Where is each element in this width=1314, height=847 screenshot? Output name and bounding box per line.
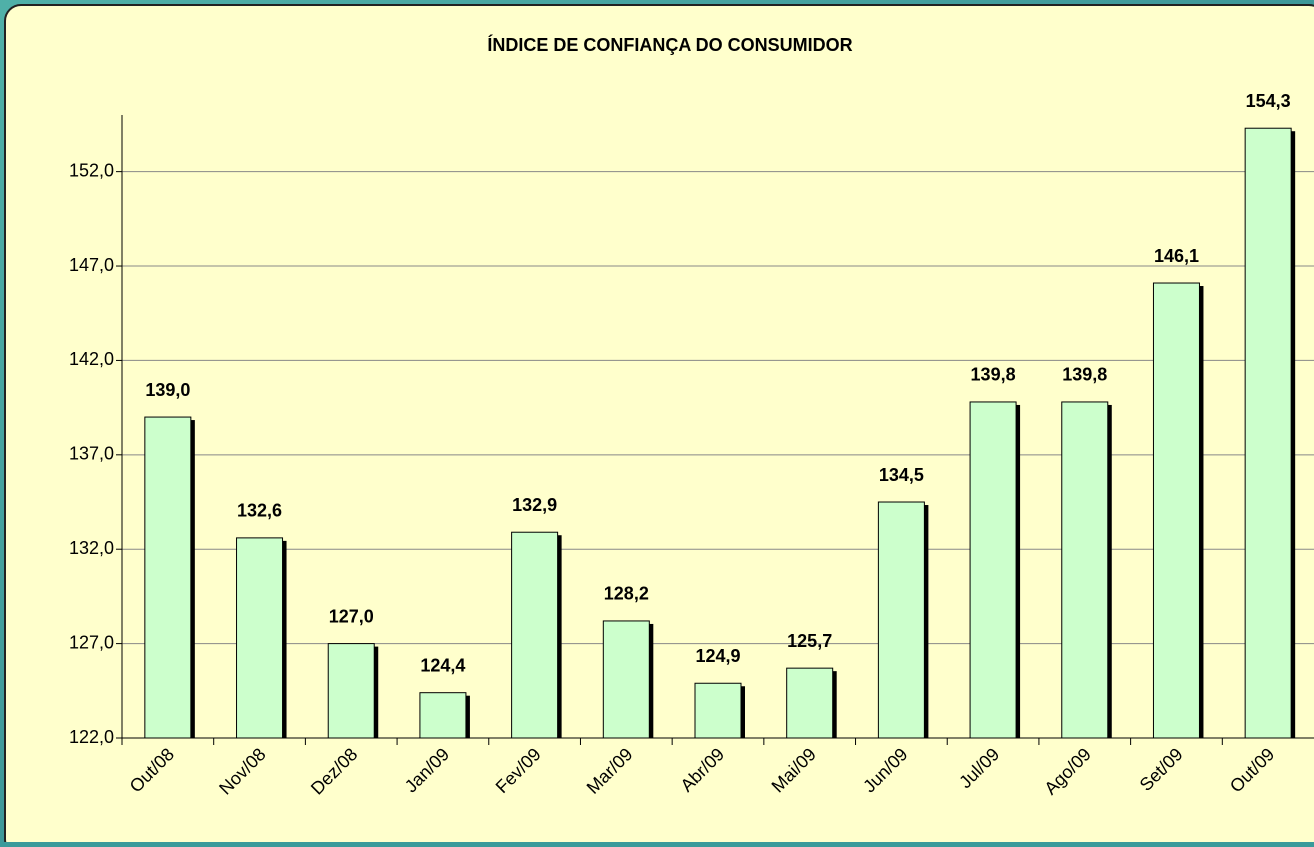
value-label: 124,9 <box>695 646 740 666</box>
bar <box>1244 127 1292 739</box>
bar <box>602 620 650 739</box>
value-label: 132,9 <box>512 495 557 515</box>
y-tick-label: 152,0 <box>69 160 114 180</box>
bar <box>1061 401 1109 739</box>
value-label: 146,1 <box>1154 246 1199 266</box>
value-label: 124,4 <box>420 655 465 675</box>
y-tick-label: 132,0 <box>69 538 114 558</box>
bar <box>327 643 375 739</box>
bar <box>694 682 742 739</box>
value-label: 139,0 <box>145 380 190 400</box>
y-tick-label: 137,0 <box>69 444 114 464</box>
value-label: 125,7 <box>787 631 832 651</box>
y-tick-label: 147,0 <box>69 255 114 275</box>
bar <box>419 692 467 739</box>
value-label: 128,2 <box>604 584 649 604</box>
value-label: 127,0 <box>329 606 374 626</box>
value-label: 132,6 <box>237 501 282 521</box>
value-label: 139,8 <box>1062 365 1107 385</box>
bar <box>511 531 559 739</box>
y-tick-label: 142,0 <box>69 349 114 369</box>
bar <box>969 401 1017 739</box>
value-label: 154,3 <box>1246 91 1291 111</box>
bar <box>877 501 925 739</box>
value-label: 139,8 <box>971 365 1016 385</box>
chart-title: ÍNDICE DE CONFIANÇA DO CONSUMIDOR <box>487 34 852 55</box>
bar <box>236 537 284 739</box>
chart-panel <box>4 4 1314 847</box>
bar <box>1152 282 1200 739</box>
value-label: 134,5 <box>879 465 924 485</box>
y-tick-label: 127,0 <box>69 632 114 652</box>
y-tick-label: 122,0 <box>69 727 114 747</box>
bar <box>786 667 834 739</box>
bar <box>144 416 192 739</box>
